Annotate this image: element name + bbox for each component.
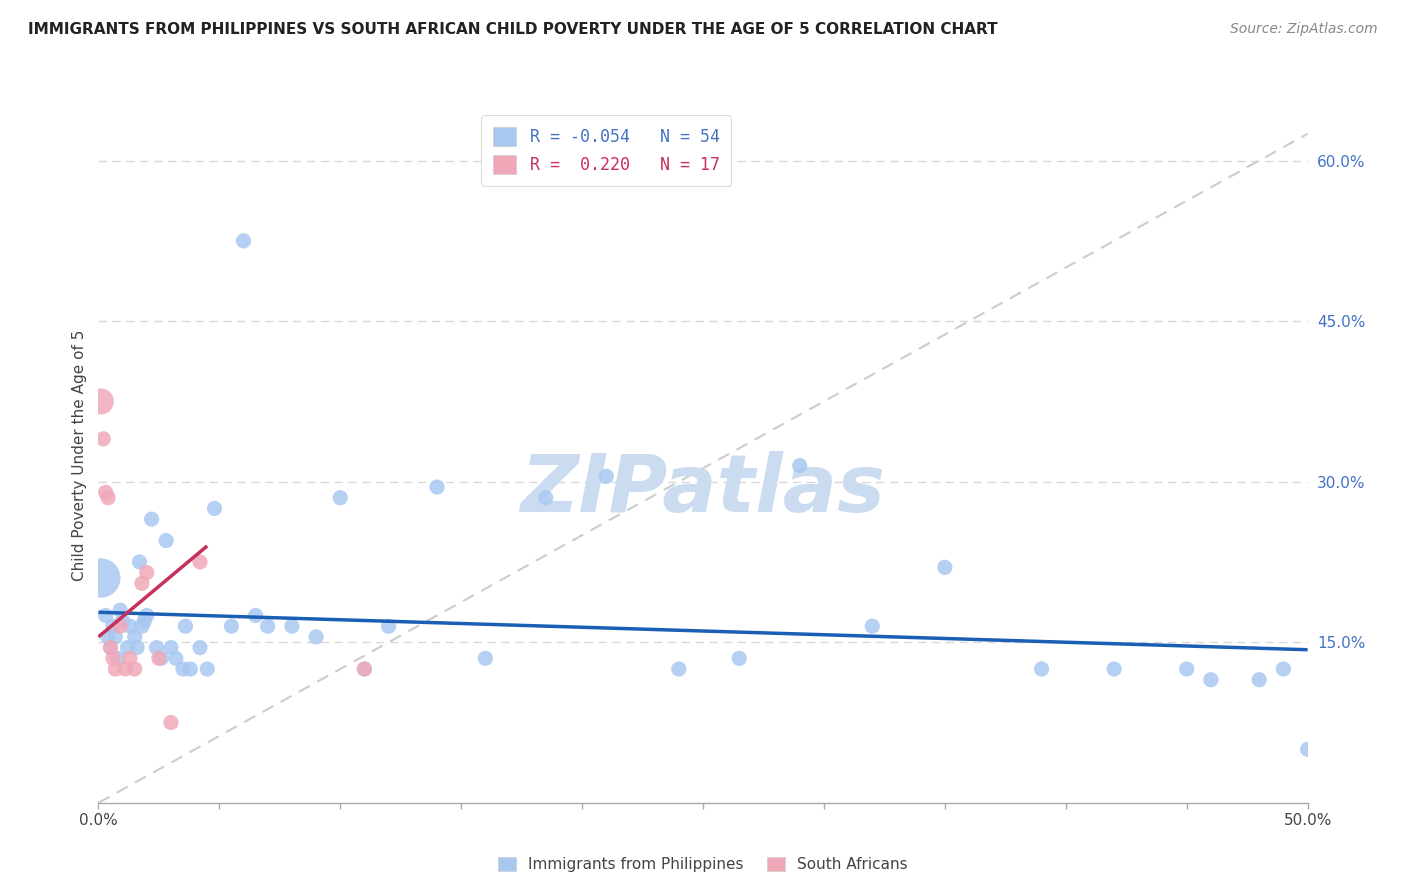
Point [426, 480, 449, 494]
Point [377, 619, 399, 633]
Point [94, 608, 117, 623]
Point [127, 640, 149, 655]
Point [131, 576, 153, 591]
Point [94, 485, 117, 500]
Point [595, 469, 617, 483]
Point [100, 640, 122, 655]
Point [114, 662, 136, 676]
Point [107, 651, 129, 665]
Point [1272, 662, 1295, 676]
Text: ZIPatlas: ZIPatlas [520, 450, 886, 529]
Point [118, 619, 141, 633]
Point [135, 566, 157, 580]
Point [155, 533, 177, 548]
Point [124, 630, 146, 644]
Point [165, 651, 187, 665]
Point [668, 662, 690, 676]
Point [1199, 673, 1222, 687]
Point [108, 619, 131, 633]
Point [1296, 742, 1319, 756]
Y-axis label: Child Poverty Under the Age of 5: Child Poverty Under the Age of 5 [72, 329, 87, 581]
Point [160, 715, 183, 730]
Point [104, 630, 127, 644]
Point [150, 651, 173, 665]
Point [1249, 673, 1271, 687]
Text: IMMIGRANTS FROM PHILIPPINES VS SOUTH AFRICAN CHILD POVERTY UNDER THE AGE OF 5 CO: IMMIGRANTS FROM PHILIPPINES VS SOUTH AFR… [28, 22, 998, 37]
Point [104, 662, 127, 676]
Point [1175, 662, 1198, 676]
Point [90, 394, 112, 409]
Legend: Immigrants from Philippines, South Africans: Immigrants from Philippines, South Afric… [491, 849, 915, 880]
Point [221, 619, 243, 633]
Point [90, 571, 112, 585]
Point [100, 640, 122, 655]
Point [179, 662, 201, 676]
Point [281, 619, 304, 633]
Point [474, 651, 496, 665]
Point [1031, 662, 1053, 676]
Point [195, 662, 218, 676]
Point [148, 651, 170, 665]
Point [329, 491, 352, 505]
Point [97, 630, 120, 644]
Point [97, 491, 120, 505]
Point [934, 560, 956, 574]
Point [174, 619, 197, 633]
Point [160, 640, 183, 655]
Point [141, 512, 163, 526]
Point [245, 608, 267, 623]
Text: Source: ZipAtlas.com: Source: ZipAtlas.com [1230, 22, 1378, 37]
Legend: R = -0.054   N = 54, R =  0.220   N = 17: R = -0.054 N = 54, R = 0.220 N = 17 [481, 115, 731, 186]
Point [108, 603, 131, 617]
Point [789, 458, 811, 473]
Point [353, 662, 375, 676]
Point [204, 501, 226, 516]
Point [534, 491, 557, 505]
Point [128, 555, 150, 569]
Point [188, 555, 211, 569]
Point [305, 630, 328, 644]
Point [353, 662, 375, 676]
Point [117, 640, 139, 655]
Point [728, 651, 751, 665]
Point [1102, 662, 1125, 676]
Point [91, 432, 114, 446]
Point [101, 651, 124, 665]
Point [101, 619, 124, 633]
Point [118, 651, 141, 665]
Point [135, 608, 157, 623]
Point [145, 640, 167, 655]
Point [232, 234, 254, 248]
Point [111, 614, 134, 628]
Point [124, 662, 146, 676]
Point [188, 640, 211, 655]
Point [134, 614, 156, 628]
Point [131, 619, 153, 633]
Point [256, 619, 278, 633]
Point [172, 662, 194, 676]
Point [860, 619, 883, 633]
